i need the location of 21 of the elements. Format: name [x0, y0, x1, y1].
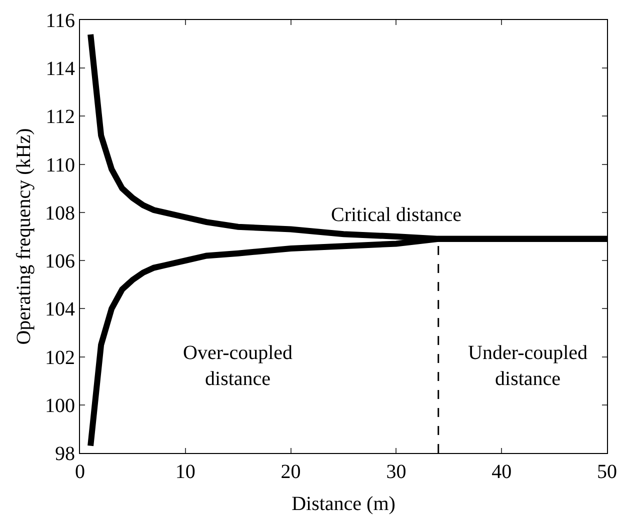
x-tick-label: 10 [175, 461, 196, 483]
annotation: Over-coupled distance [183, 342, 293, 390]
x-axis-title: Distance (m) [292, 493, 396, 515]
y-tick-label: 98 [55, 443, 75, 465]
y-tick-label: 100 [45, 394, 75, 417]
x-tick-label: 0 [75, 461, 85, 483]
x-tick-label: 30 [386, 461, 406, 483]
y-tick-label: 110 [46, 154, 75, 176]
y-tick-label: 114 [46, 58, 75, 80]
y-tick-label: 116 [46, 10, 75, 32]
annotation: Under-coupled distance [468, 342, 588, 390]
x-tick-label: 50 [597, 461, 617, 483]
y-tick-label: 108 [45, 202, 75, 224]
x-tick-label: 20 [280, 461, 301, 483]
y-tick-label: 106 [45, 250, 75, 273]
x-tick-label: 40 [492, 461, 512, 483]
y-tick-label: 104 [45, 298, 75, 321]
y-tick-label: 112 [46, 106, 75, 128]
y-tick-label: 102 [45, 346, 75, 369]
annotation: Critical distance [331, 204, 462, 226]
y-axis-title: Operating frequency (kHz) [13, 128, 35, 345]
